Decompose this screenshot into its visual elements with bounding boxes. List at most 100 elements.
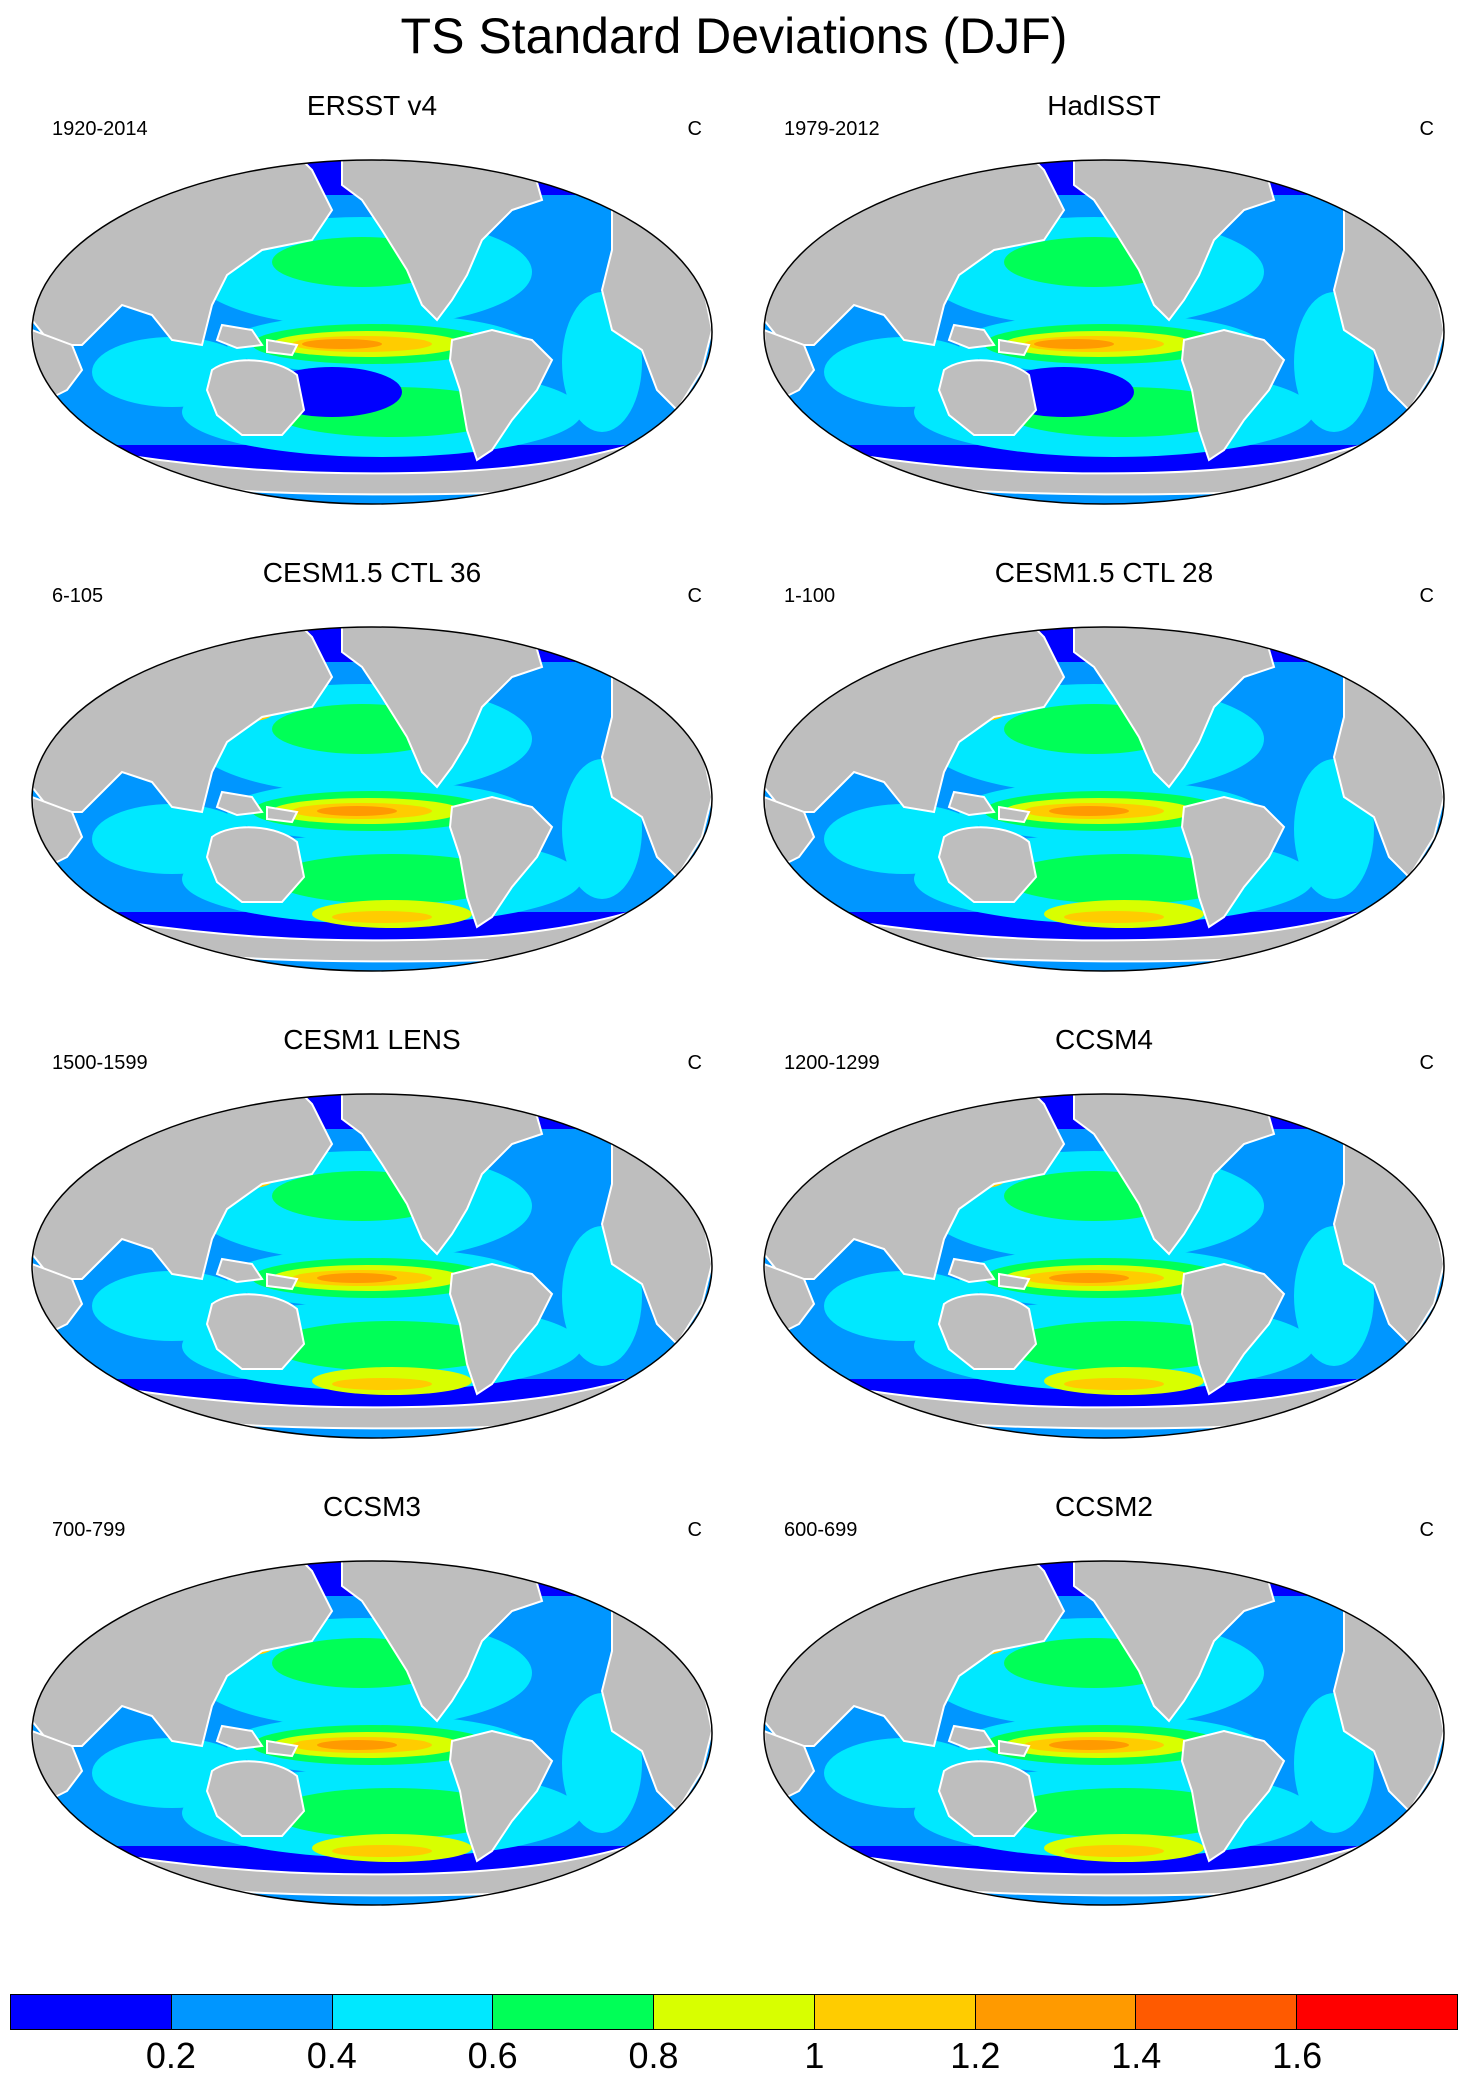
enso-tongue — [317, 806, 397, 816]
north-america-landmass — [1073, 160, 1276, 322]
map-outline — [31, 159, 713, 505]
map-panel: CESM1.5 CTL 28 1-100 C — [744, 557, 1464, 1017]
australia-landmass — [205, 1293, 306, 1370]
south-america-landmass — [1180, 795, 1286, 929]
robinson-map — [31, 626, 713, 972]
map-outline — [763, 626, 1445, 972]
robinson-map — [763, 1093, 1445, 1439]
north-america-landmass — [341, 1094, 544, 1256]
panel-units: C — [687, 1052, 702, 1074]
sst-anomaly-region — [272, 1321, 512, 1371]
robinson-map — [31, 1093, 713, 1439]
map-outline — [31, 1093, 713, 1439]
panel-title: HadISST — [1047, 90, 1161, 121]
south-america-landmass — [1180, 1262, 1286, 1396]
indonesia-islands — [215, 1724, 299, 1758]
map-panel: HadISST 1979-2012 C — [744, 90, 1464, 550]
colorbar-tick-label: 0.6 — [467, 2035, 518, 2076]
indonesia-islands — [215, 323, 299, 357]
south-america-landmass — [448, 795, 554, 929]
colorbar-segment — [11, 1995, 172, 2029]
colorbar-segment — [814, 1995, 976, 2029]
colorbar-tick-label: 0.2 — [145, 2035, 196, 2076]
sst-anomaly-region — [1064, 911, 1164, 923]
australia-landmass — [937, 359, 1038, 436]
colorbar-tick-label: 1.2 — [950, 2035, 1001, 2076]
australia-landmass — [205, 359, 306, 436]
south-america-landmass — [448, 328, 554, 462]
panel-period: 700-799 — [52, 1519, 126, 1541]
panel-period: 1200-1299 — [784, 1052, 880, 1074]
panel-period: 1979-2012 — [784, 118, 880, 140]
robinson-map — [763, 626, 1445, 972]
colorbar-segment — [1136, 1995, 1298, 2029]
map-panel: CESM1 LENS 1500-1599 C — [12, 1024, 732, 1484]
panel-period: 1500-1599 — [52, 1052, 148, 1074]
colorbar — [10, 1994, 1458, 2030]
antarctica-landmass — [90, 433, 664, 496]
robinson-map — [763, 1560, 1445, 1906]
panel-units: C — [1419, 1519, 1434, 1541]
panel-title: ERSST v4 — [306, 90, 438, 121]
colorbar-tick-label: 1.6 — [1272, 2035, 1323, 2076]
north-america-landmass — [1073, 1561, 1276, 1723]
colorbar-segment — [975, 1995, 1137, 2029]
australia-landmass — [937, 826, 1038, 903]
colorbar-tick-label: 0.4 — [306, 2035, 357, 2076]
map-panel: CCSM4 1200-1299 C — [744, 1024, 1464, 1484]
robinson-map — [31, 1560, 713, 1906]
panel-title: CESM1.5 CTL 28 — [994, 557, 1214, 588]
indonesia-islands — [947, 1257, 1031, 1291]
robinson-map — [31, 159, 713, 505]
indonesia-islands — [947, 790, 1031, 824]
indonesia-islands — [215, 790, 299, 824]
sst-anomaly-region — [1004, 1788, 1244, 1838]
map-outline — [31, 626, 713, 972]
antarctica-landmass — [822, 900, 1396, 963]
map-outline — [763, 1093, 1445, 1439]
panel-period: 6-105 — [52, 585, 104, 607]
sst-anomaly-region — [1064, 1378, 1164, 1390]
sst-anomaly-region — [272, 1788, 512, 1838]
panel-units: C — [1419, 585, 1434, 607]
south-america-landmass — [1180, 1729, 1286, 1863]
sst-anomaly-region — [332, 1378, 432, 1390]
map-outline — [763, 1560, 1445, 1906]
south-america-landmass — [448, 1729, 554, 1863]
colorbar-segment — [1297, 1995, 1458, 2029]
colorbar-segment — [493, 1995, 655, 2029]
panel-period: 1920-2014 — [52, 118, 148, 140]
panel-units: C — [687, 1519, 702, 1541]
south-america-landmass — [1180, 328, 1286, 462]
enso-tongue — [1049, 1740, 1129, 1750]
panel-units: C — [687, 118, 702, 140]
colorbar-segment — [332, 1995, 494, 2029]
colorbar-tick-label: 0.8 — [628, 2035, 679, 2076]
panel-title: CESM1 LENS — [283, 1024, 461, 1055]
sst-anomaly-region — [1064, 1845, 1164, 1857]
antarctica-landmass — [822, 1834, 1396, 1897]
australia-landmass — [937, 1760, 1038, 1837]
antarctica-landmass — [822, 433, 1396, 496]
antarctica-landmass — [90, 900, 664, 963]
sst-anomaly-region — [1004, 1321, 1244, 1371]
sst-anomaly-region — [332, 1845, 432, 1857]
map-panel: CCSM2 600-699 C — [744, 1491, 1464, 1951]
sst-anomaly-region — [272, 854, 512, 904]
colorbar-segment — [171, 1995, 333, 2029]
north-america-landmass — [1073, 1094, 1276, 1256]
panel-title: CCSM3 — [322, 1491, 421, 1522]
map-panel: CCSM3 700-799 C — [12, 1491, 732, 1951]
map-outline — [763, 159, 1445, 505]
panel-period: 600-699 — [784, 1519, 858, 1541]
panel-units: C — [1419, 1052, 1434, 1074]
map-panel: CESM1.5 CTL 36 6-105 C — [12, 557, 732, 1017]
panel-title: CCSM2 — [1054, 1491, 1153, 1522]
indonesia-islands — [215, 1257, 299, 1291]
sst-anomaly-region — [332, 911, 432, 923]
panel-title: CESM1.5 CTL 36 — [262, 557, 482, 588]
panel-period: 1-100 — [784, 585, 836, 607]
panel-title: CCSM4 — [1054, 1024, 1153, 1055]
enso-tongue — [1049, 1273, 1129, 1283]
north-america-landmass — [1073, 627, 1276, 789]
